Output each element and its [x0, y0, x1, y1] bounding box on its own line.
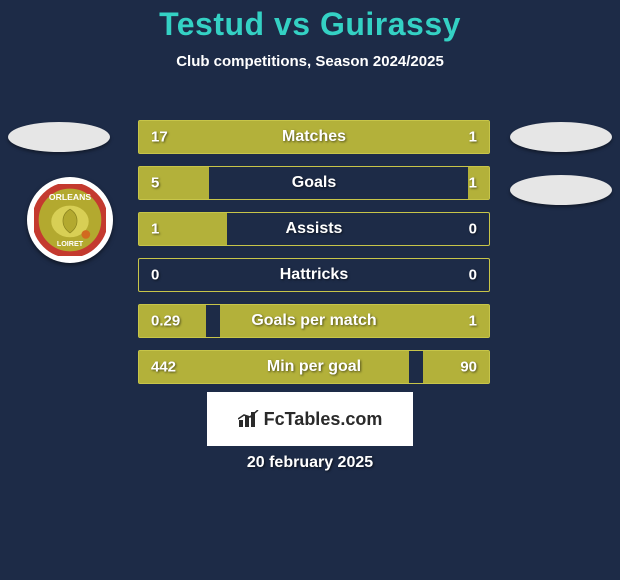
brand-badge[interactable]: FcTables.com — [207, 392, 413, 446]
stat-value-right: 90 — [460, 359, 477, 376]
stats-comparison: 17Matches15Goals11Assists00Hattricks00.2… — [138, 120, 490, 396]
stat-row: 17Matches1 — [138, 120, 490, 154]
page-title: Testud vs Guirassy — [0, 6, 620, 43]
stat-value-right: 1 — [469, 313, 477, 330]
svg-text:LOIRET: LOIRET — [57, 239, 84, 248]
svg-text:ORLEANS: ORLEANS — [49, 192, 91, 202]
stat-row: 0Hattricks0 — [138, 258, 490, 292]
club-badge: ORLEANS LOIRET — [27, 177, 113, 263]
stat-label: Hattricks — [139, 266, 489, 284]
stat-row: 0.29Goals per match1 — [138, 304, 490, 338]
brand-chart-icon — [238, 410, 260, 428]
footer-date: 20 february 2025 — [0, 454, 620, 472]
player-right-avatar-placeholder-1 — [510, 122, 612, 152]
stat-label: Goals per match — [139, 312, 489, 330]
stat-row: 5Goals1 — [138, 166, 490, 200]
stat-value-right: 0 — [469, 267, 477, 284]
stat-row: 1Assists0 — [138, 212, 490, 246]
player-left-avatar-placeholder — [8, 122, 110, 152]
stat-label: Min per goal — [139, 358, 489, 376]
stat-label: Matches — [139, 128, 489, 146]
player-right-avatar-placeholder-2 — [510, 175, 612, 205]
stat-row: 442Min per goal90 — [138, 350, 490, 384]
page-subtitle: Club competitions, Season 2024/2025 — [0, 53, 620, 70]
stat-value-right: 1 — [469, 129, 477, 146]
club-badge-icon: ORLEANS LOIRET — [34, 184, 106, 256]
stat-label: Goals — [139, 174, 489, 192]
stat-value-right: 0 — [469, 221, 477, 238]
stat-label: Assists — [139, 220, 489, 238]
stat-value-right: 1 — [469, 175, 477, 192]
brand-text: FcTables.com — [264, 409, 383, 430]
